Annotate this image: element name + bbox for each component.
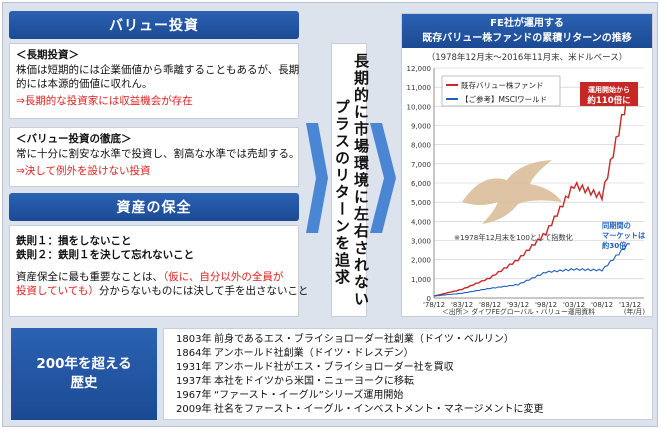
x-tick-label: '03/12 xyxy=(563,301,585,309)
chart-title-line1: FE社が運用する xyxy=(490,18,564,29)
value-investing-header: バリュー投資 xyxy=(9,11,299,39)
legend-box xyxy=(441,75,561,107)
long-term-line2: 的には本源的価値に収れん。 xyxy=(16,78,153,90)
y-tick-label: 6,000 xyxy=(411,180,431,188)
eagle-icon xyxy=(462,160,562,224)
y-tick-label: 3,000 xyxy=(411,238,431,246)
market-note-line1: 同期間の xyxy=(602,221,631,230)
y-tick-label: 2,000 xyxy=(411,257,431,265)
preservation-desc-line1: 資産保全に最も重要なことは、（仮に、自分以外の全員が xyxy=(16,270,283,284)
x-tick-label: '93/12 xyxy=(507,301,529,309)
market-note-line3: 約30倍 xyxy=(602,241,627,250)
chart-header: FE社が運用する 既存バリュー株ファンドの累積リターンの推移 xyxy=(402,14,652,48)
chevron-right-icon-2 xyxy=(370,123,396,233)
long-term-note: ⇒長期的な投資家には収益機会が存在 xyxy=(16,95,193,107)
value-investing-title: バリュー投資 xyxy=(109,18,199,34)
market-note-line2: マーケットは xyxy=(602,231,645,240)
preservation-desc-b: （仮に、自分以外の全員が xyxy=(163,271,284,283)
chart-title-line2: 既存バリュー株ファンドの累積リターンの推移 xyxy=(422,33,632,44)
y-tick-label: 12,000 xyxy=(407,65,432,73)
discipline-line1: 常に十分に割安な水準で投資し、割高な水準では売却する。 xyxy=(16,148,300,160)
x-tick-label: '83/12 xyxy=(451,301,473,309)
preservation-desc-line2: 投資していても）分からないものには決して手を出さないこと xyxy=(16,284,309,298)
legend-label-ref: 【ご参考】MSCIワールド xyxy=(461,94,547,104)
long-term-heading: ＜長期投資＞ xyxy=(16,49,79,61)
history-title-line1: 200年を超える xyxy=(36,356,132,372)
discipline-heading: ＜バリュー投資の徹底＞ xyxy=(16,133,132,145)
long-term-panel: ＜長期投資＞ 株価は短期的には企業価値から乖離することもあるが、長期 的には本源… xyxy=(9,43,299,119)
center-message-col1: 長期的に市場環境に左右されない xyxy=(352,53,370,308)
x-tick-label: '78/12 xyxy=(423,301,445,309)
center-message-col2: プラスのリターンを追求 xyxy=(333,99,351,286)
y-tick-label: 5,000 xyxy=(411,199,431,207)
history-list: 1803年 前身であるエス・ブライショローダー社創業（ドイツ・ベルリン） 1864… xyxy=(163,328,653,420)
fund-series-line xyxy=(433,91,631,297)
preservation-header: 資産の保全 xyxy=(9,193,299,221)
rule-2: 鉄則２：鉄則１を決して忘れないこと xyxy=(16,249,195,261)
preservation-desc-a: 資産保全に最も重要なことは、 xyxy=(16,271,163,283)
y-tick-label: 7,000 xyxy=(411,161,431,169)
fund-callout-line1: 運用開始から xyxy=(588,85,630,94)
chart-unit: (年/月) xyxy=(624,307,646,316)
y-tick-label: 8,000 xyxy=(411,142,431,150)
preservation-desc-c: 投資していても） xyxy=(16,285,99,297)
chevron-right-icon xyxy=(306,123,328,233)
long-term-line1: 株価は短期的には企業価値から乖離することもあるが、長期 xyxy=(16,64,300,76)
preservation-title: 資産の保全 xyxy=(116,200,192,216)
y-tick-label: 9,000 xyxy=(411,123,431,131)
history-row: 1931年 アンホールド社がエス・ブライショローダー社を買収 xyxy=(176,362,454,373)
y-tick-label: 11,000 xyxy=(407,84,432,92)
y-tick-label: 0 xyxy=(427,295,431,303)
preservation-panel: 鉄則１：損をしないこと 鉄則２：鉄則１を決して忘れないこと 資産保全に最も重要な… xyxy=(9,225,309,317)
fund-callout-box xyxy=(580,82,638,106)
x-tick-label: '08/12 xyxy=(591,301,613,309)
msci-series-line xyxy=(433,242,631,297)
x-tick-label: '98/12 xyxy=(535,301,557,309)
discipline-panel: ＜バリュー投資の徹底＞ 常に十分に割安な水準で投資し、割高な水準では売却する。 … xyxy=(9,127,300,187)
history-row: 1937年 本社をドイツから米国・ニューヨークに移転 xyxy=(176,376,414,387)
chart-source: ＜出所＞ ダイワFEグローバル・バリュー運用資料 xyxy=(442,307,595,316)
history-row: 1967年 “ファースト・イーグル”シリーズ運用開始 xyxy=(176,390,404,401)
legend-label-fund: 既存バリュー株ファンド xyxy=(461,80,544,90)
fund-callout-line2: 約110倍に xyxy=(587,95,630,106)
rule-1: 鉄則１：損をしないこと xyxy=(16,235,132,247)
x-tick-label: '88/12 xyxy=(479,301,501,309)
history-title-line2: 歴史 xyxy=(70,375,98,391)
y-tick-label: 4,000 xyxy=(411,218,431,226)
center-message-panel xyxy=(331,43,367,317)
y-tick-label: 1,000 xyxy=(411,276,431,284)
history-row: 1803年 前身であるエス・ブライショローダー社創業（ドイツ・ベルリン） xyxy=(176,334,514,345)
preservation-desc-d: 分からないものには決して手を出さないこと xyxy=(98,285,309,297)
history-header: 200年を超える 歴史 xyxy=(11,328,157,420)
x-tick-label: '13/12 xyxy=(619,301,641,309)
history-row: 2009年 社名をファースト・イーグル・インベストメント・マネージメントに変更 xyxy=(176,404,544,415)
y-tick-label: 10,000 xyxy=(407,103,432,111)
discipline-note: ⇒決して例外を設けない投資 xyxy=(16,165,151,177)
base-note: ※1978年12月末を100として指数化 xyxy=(454,233,573,242)
chart-panel: FE社が運用する 既存バリュー株ファンドの累積リターンの推移 （1978年12月… xyxy=(401,13,653,317)
history-row: 1864年 アンホールド社創業（ドイツ・ドレスデン） xyxy=(176,348,414,359)
cumulative-return-chart: 0 1,000 2,000 3,000 4,000 5,000 6,000 7,000 8,00… xyxy=(407,65,646,316)
chart-subtitle: （1978年12月末～2016年11月末、米ドルベース） xyxy=(426,53,628,63)
